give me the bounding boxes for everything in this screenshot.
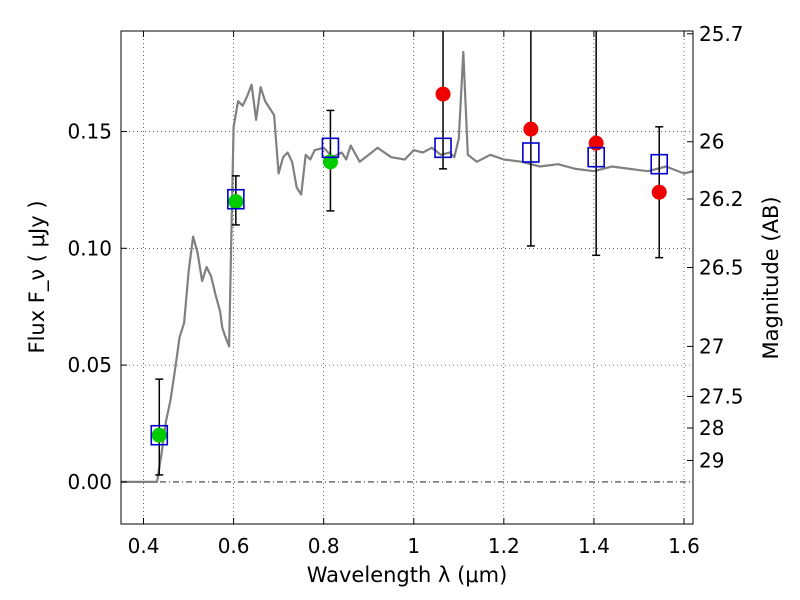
x-tick-label: 1 [407, 534, 420, 558]
x-tick-label: 1.6 [668, 534, 700, 558]
right-axis-title: Magnitude (AB) [759, 196, 783, 359]
non-detection-point [435, 86, 451, 102]
non-detection-point [523, 121, 539, 137]
ticks-layer [121, 31, 693, 524]
model-photometry-point [522, 142, 540, 163]
x-tick-label: 1.2 [488, 534, 520, 558]
plot-frame [120, 30, 694, 525]
grid [121, 31, 693, 524]
x-axis-title: Wavelength λ (μm) [307, 563, 508, 587]
model-photometry-point [227, 188, 245, 210]
model-spectrum-layer [121, 50, 694, 483]
non-detection-point [651, 184, 667, 200]
right-tick-label: 28 [699, 416, 724, 440]
right-tick-label: 25.7 [699, 22, 744, 46]
y-axis-title: Flux F_ν ( μJy ) [25, 200, 50, 353]
right-tick-label: 26 [699, 130, 724, 154]
plot-background [121, 31, 693, 524]
model-photometry-point [434, 137, 452, 159]
right-tick-label: 26.2 [699, 187, 744, 211]
x-tick-label: 1.4 [578, 534, 610, 558]
y-tick-label: 0.00 [67, 470, 112, 494]
tick-labels-layer: 0.4 0.6 0.8 1 1.2 1.4 1.6 0.00 0.05 0.10 0.15 25.7 2… [67, 22, 743, 558]
markers-layer [150, 86, 669, 446]
model-photometry-point [650, 153, 669, 175]
x-tick-label: 0.8 [308, 534, 340, 558]
detection-point [151, 427, 167, 443]
right-tick-label: 29 [699, 448, 724, 472]
model-photometry-point [321, 137, 340, 159]
model-photometry-point [587, 146, 605, 168]
x-tick-label: 0.4 [128, 534, 160, 558]
y-tick-label: 0.15 [67, 119, 112, 143]
right-tick-label: 27 [699, 334, 724, 358]
model-photometry-point [150, 424, 169, 446]
y-tick-label: 0.05 [67, 353, 112, 377]
right-tick-label: 26.5 [699, 255, 744, 279]
model-spectrum-line [121, 50, 694, 483]
x-tick-label: 0.6 [218, 534, 250, 558]
right-tick-label: 27.5 [699, 384, 744, 408]
y-tick-label: 0.10 [67, 236, 112, 260]
detection-point [228, 194, 244, 210]
